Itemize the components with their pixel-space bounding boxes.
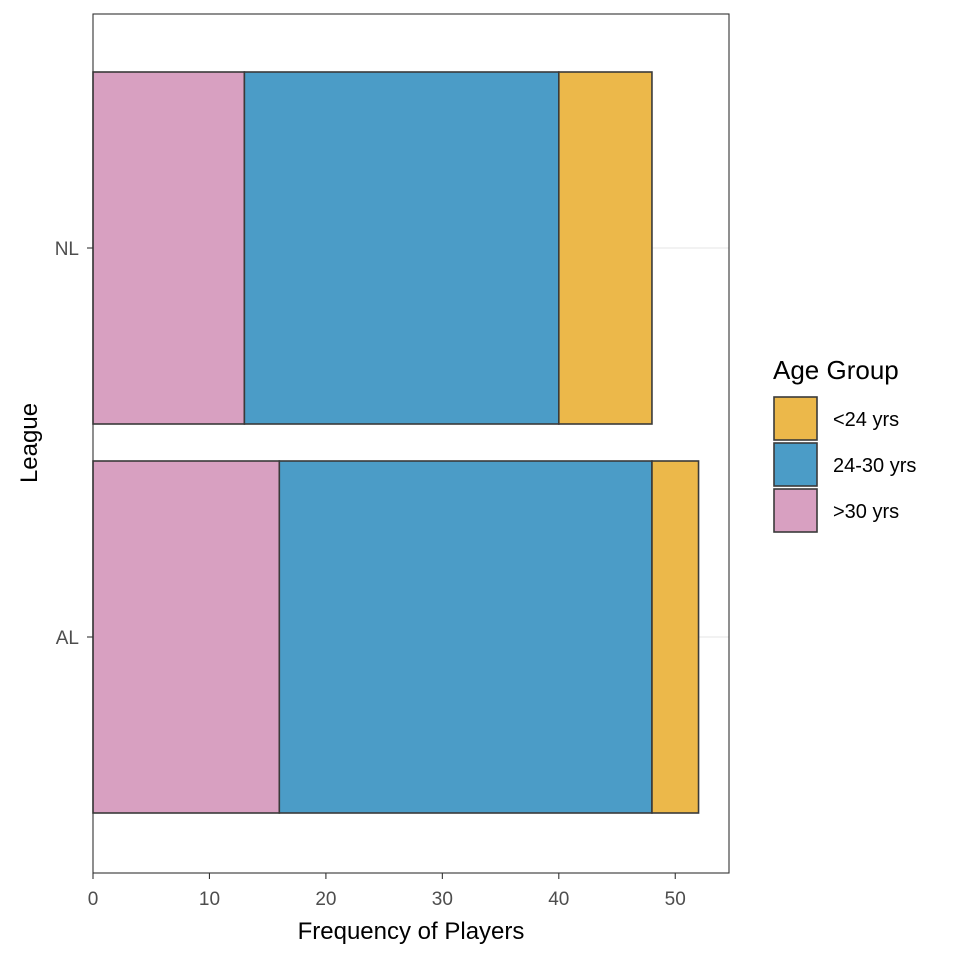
bar-al-series-1 <box>278 460 653 814</box>
bar-nl-series-2 <box>557 71 653 425</box>
bar-nl-series-0 <box>92 71 246 425</box>
x-tick-label-30: 30 <box>432 889 453 910</box>
legend-label-2: >30 yrs <box>833 501 899 523</box>
legend-key-1 <box>773 442 818 487</box>
bar-al-series-2 <box>651 460 700 814</box>
legend-key-2 <box>773 488 818 533</box>
legend-label-0: <24 yrs <box>833 409 899 431</box>
bars-layer <box>92 71 700 814</box>
x-axis-title: Frequency of Players <box>298 918 525 945</box>
axis-layer: 0 10 20 30 40 50 AL NL <box>55 239 686 910</box>
y-axis-title: League <box>16 403 43 483</box>
y-tick-label-nl: NL <box>55 239 79 260</box>
legend-title: Age Group <box>773 355 899 385</box>
bar-al-series-0 <box>92 460 281 814</box>
x-tick-label-40: 40 <box>548 889 569 910</box>
x-tick-label-0: 0 <box>88 889 99 910</box>
bar-nl-series-1 <box>243 71 560 425</box>
legend-key-0 <box>773 396 818 441</box>
x-tick-label-20: 20 <box>315 889 336 910</box>
y-tick-label-al: AL <box>56 628 79 649</box>
legend: Age Group <24 yrs 24-30 yrs >30 yrs <box>773 355 916 533</box>
x-tick-label-10: 10 <box>199 889 220 910</box>
plot-panel-border <box>92 13 730 874</box>
x-tick-label-50: 50 <box>665 889 686 910</box>
legend-label-1: 24-30 yrs <box>833 455 916 477</box>
